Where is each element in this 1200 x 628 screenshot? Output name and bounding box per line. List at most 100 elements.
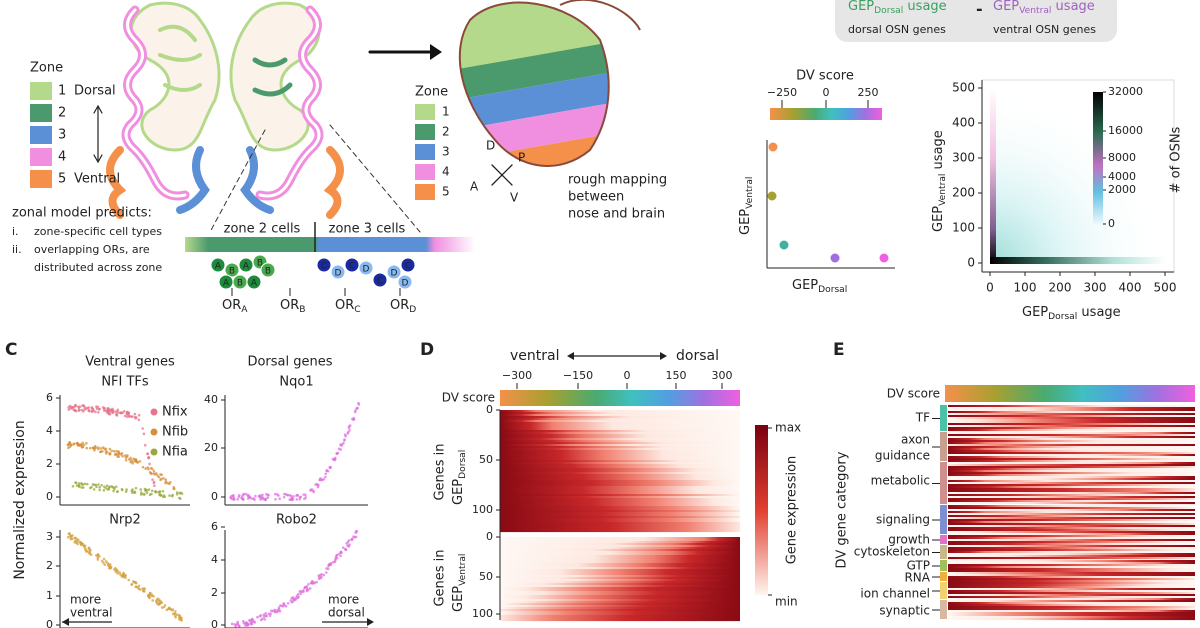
- receptor-label: ORB: [280, 298, 306, 315]
- label-sub: Dorsal: [1048, 312, 1077, 322]
- expression-dot: [302, 590, 305, 594]
- expression-dot: [125, 488, 128, 491]
- expression-dot: [253, 498, 256, 502]
- expression-dot: [179, 497, 182, 500]
- cell: [246, 274, 262, 290]
- expression-dot: [350, 538, 354, 541]
- heatmap-row: [948, 423, 1195, 426]
- expression-dot: [123, 574, 126, 578]
- heatmap-row: [948, 521, 1195, 524]
- expression-dot: [95, 485, 98, 489]
- expression-dot: [161, 490, 165, 493]
- heatmap-row: [500, 440, 740, 443]
- label: 250: [858, 86, 879, 99]
- expression-dot: [110, 485, 113, 488]
- label: Nfix: [162, 405, 188, 420]
- expression-dot: [101, 406, 105, 409]
- expression-dot: [299, 592, 302, 596]
- heatmap-row: [500, 567, 740, 570]
- label-sub: Ventral: [745, 177, 755, 209]
- label: 5: [58, 172, 66, 187]
- expression-dot: [233, 622, 236, 626]
- score-point: [879, 253, 889, 263]
- expression-dot: [85, 441, 88, 445]
- expression-dot: [112, 486, 116, 489]
- expression-dot: [90, 485, 93, 489]
- heatmap-row: [500, 508, 740, 511]
- heatmap-row: [500, 466, 740, 469]
- label: DV score: [442, 391, 495, 405]
- label: 300: [1084, 281, 1107, 295]
- cell-letter: B: [257, 259, 263, 269]
- heatmap-row: [500, 587, 740, 590]
- expression-dot: [258, 614, 262, 618]
- heatmap-row: [948, 541, 1195, 544]
- label: 1: [442, 105, 450, 119]
- heatmap-row: [948, 594, 1195, 597]
- expression-dot: [302, 493, 305, 496]
- expression-dot: [341, 546, 345, 549]
- heatmap-density: [990, 88, 1166, 264]
- expression-dot: [307, 582, 310, 586]
- label: dorsal: [676, 348, 719, 364]
- expression-dot: [90, 406, 94, 410]
- expression-dot: [81, 445, 84, 449]
- expression-dot: [105, 484, 109, 488]
- label: C: [5, 340, 17, 360]
- expression-dot: [99, 450, 102, 454]
- label: 5: [442, 185, 450, 199]
- heatmap-row: [948, 454, 1195, 457]
- heatmap-row: [948, 442, 1195, 445]
- heatmap-row: [948, 434, 1195, 437]
- expression-dot: [103, 447, 106, 451]
- label-main: GEP: [993, 0, 1019, 14]
- category-strip: [940, 405, 947, 431]
- heatmap-row: [948, 568, 1195, 571]
- expression-dot: [258, 495, 262, 499]
- heatmap-row: [948, 513, 1195, 516]
- heatmap-row: [948, 574, 1195, 577]
- label: Nrp2: [109, 513, 141, 528]
- expression-dot: [152, 481, 156, 485]
- heatmap-row: [948, 551, 1195, 554]
- heatmap-row: [500, 585, 740, 588]
- label: Gene expression: [785, 456, 800, 565]
- label: 20: [204, 441, 218, 454]
- heatmap-row: [500, 488, 740, 491]
- label-main: OR: [280, 298, 299, 313]
- expression-dot: [104, 449, 108, 453]
- label: cytoskeleton: [854, 545, 930, 559]
- heatmap-row: [948, 509, 1195, 512]
- expression-dot: [246, 624, 249, 627]
- expression-dot: [148, 593, 152, 597]
- expression-dot: [172, 487, 176, 491]
- heatmap-row: [948, 564, 1195, 567]
- expression-dot: [72, 442, 76, 445]
- heatmap-row: [500, 478, 740, 481]
- expression-dot: [273, 492, 277, 496]
- expression-dot: [290, 596, 294, 600]
- category-strip: [940, 505, 947, 534]
- label: synaptic: [879, 604, 930, 618]
- expression-dot: [139, 491, 143, 494]
- heatmap-row: [948, 596, 1195, 599]
- heatmap-row: [500, 480, 740, 483]
- expression-dot: [85, 550, 88, 553]
- expression-dot: [137, 584, 141, 588]
- heatmap-row: [500, 472, 740, 475]
- expression-dot: [283, 492, 286, 496]
- label: 2: [211, 586, 218, 599]
- expression-dot: [260, 497, 264, 500]
- expression-dot: [142, 590, 146, 593]
- heatmap-row: [500, 448, 740, 451]
- zone-swatch: [415, 164, 435, 180]
- heatmap-row: [948, 592, 1195, 595]
- expression-dot: [346, 544, 350, 548]
- expression-dot: [282, 495, 286, 499]
- heatmap-row: [500, 528, 740, 531]
- expression-dot: [251, 617, 254, 621]
- label: max: [775, 421, 801, 435]
- heatmap-row: [500, 615, 740, 618]
- heatmap-row: [948, 470, 1195, 473]
- heatmap-row: [500, 426, 740, 429]
